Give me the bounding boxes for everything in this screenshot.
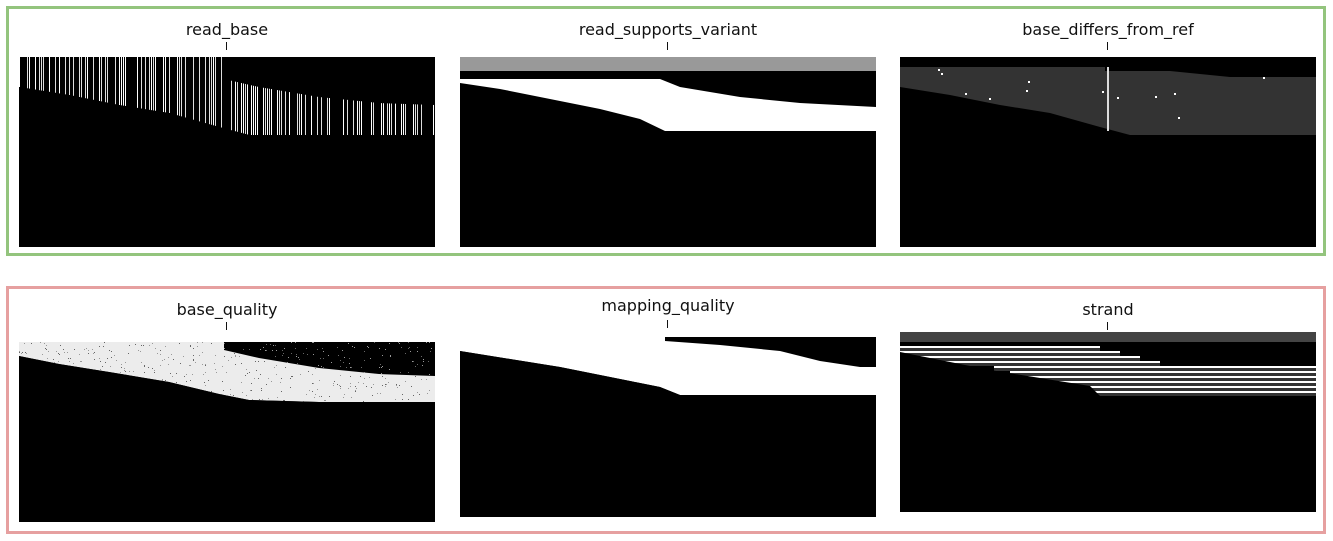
- bottom-panel-group: base_quality mapping_quality strand: [6, 286, 1326, 534]
- center-tick-mark: [226, 42, 227, 50]
- pileup-image-base-differs-from-ref: [900, 57, 1316, 247]
- pileup-image-base-quality: [19, 342, 435, 522]
- pileup-image-read-supports-variant: [460, 57, 876, 247]
- panel-title: read_supports_variant: [578, 20, 758, 39]
- panel-title: base_differs_from_ref: [1022, 20, 1194, 39]
- pileup-image-strand: [900, 332, 1316, 512]
- center-tick-mark: [1107, 322, 1108, 330]
- panel-title: strand: [1082, 300, 1134, 319]
- pileup-image-read-base: [19, 57, 435, 247]
- pileup-image-mapping-quality: [460, 337, 876, 517]
- panel-title: mapping_quality: [601, 296, 735, 315]
- center-tick-mark: [1107, 42, 1108, 50]
- center-tick-mark: [226, 322, 227, 330]
- panel-title: read_base: [185, 20, 269, 39]
- top-panel-group: read_base read_supports_variant base_dif…: [6, 6, 1326, 256]
- center-tick-mark: [667, 42, 668, 50]
- panel-title: base_quality: [176, 300, 278, 319]
- center-tick-mark: [667, 320, 668, 328]
